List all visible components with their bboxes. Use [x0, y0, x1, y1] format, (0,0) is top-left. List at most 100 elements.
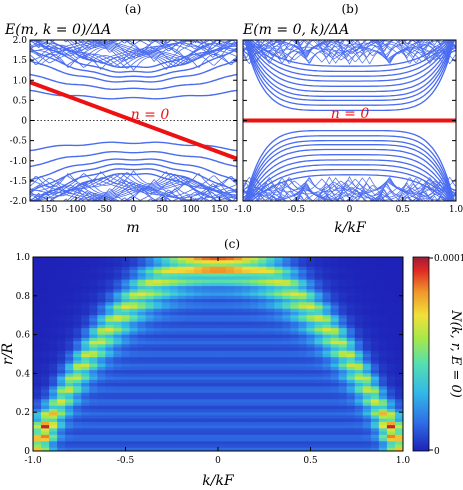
- heatmap-cell: [306, 405, 316, 410]
- heatmap-cell: [41, 402, 50, 407]
- heatmap-cell: [73, 269, 82, 274]
- heatmap-cell: [201, 444, 211, 449]
- heatmap-cell: [161, 269, 171, 274]
- heatmap-cell: [97, 263, 106, 268]
- heatmap-cell: [145, 354, 155, 358]
- heatmap-cell: [161, 347, 171, 352]
- panel-b-band-dense: [255, 40, 424, 44]
- heatmap-cell: [105, 276, 115, 281]
- heatmap-cell: [49, 415, 58, 420]
- heatmap-cell: [81, 428, 90, 433]
- heatmap-cell: [113, 269, 123, 274]
- heatmap-cell: [282, 415, 291, 420]
- heatmap-cell: [322, 289, 332, 294]
- heatmap-cell: [169, 354, 179, 358]
- heatmap-cell: [209, 389, 219, 394]
- heatmap-cell: [169, 421, 179, 426]
- heatmap-cell: [370, 302, 380, 307]
- heatmap-cell: [201, 266, 211, 271]
- heatmap-cell: [201, 405, 211, 410]
- heatmap-cell: [258, 344, 267, 349]
- heatmap-cell: [370, 373, 380, 378]
- heatmap-cell: [266, 308, 275, 313]
- heatmap-cell: [242, 370, 251, 374]
- heatmap-cell: [137, 383, 147, 387]
- heatmap-cell: [298, 260, 308, 265]
- heatmap-cell: [169, 344, 179, 349]
- heatmap-cell: [394, 269, 403, 274]
- heatmap-cell: [81, 392, 90, 397]
- heatmap-cell: [65, 425, 74, 429]
- heatmap-cell: [394, 386, 403, 391]
- heatmap-cell: [97, 292, 106, 297]
- heatmap-cell: [81, 402, 90, 407]
- heatmap-cell: [218, 279, 227, 284]
- panel-a-band-dense: [30, 177, 237, 196]
- heatmap-cell: [201, 379, 211, 384]
- panel-c-ytick-label: 0.6: [16, 331, 31, 341]
- heatmap-cell: [378, 438, 388, 442]
- heatmap-cell: [274, 370, 283, 374]
- heatmap-cell: [161, 399, 171, 404]
- heatmap-cell: [97, 425, 106, 429]
- heatmap-cell: [314, 425, 324, 429]
- heatmap-cell: [394, 357, 403, 362]
- heatmap-cell: [113, 321, 123, 326]
- heatmap-cell: [161, 431, 171, 436]
- heatmap-cell: [370, 331, 380, 336]
- heatmap-cell: [394, 370, 403, 374]
- heatmap-cell: [394, 428, 403, 433]
- heatmap-cell: [89, 447, 98, 451]
- heatmap-cell: [193, 379, 203, 384]
- heatmap-cell: [250, 415, 259, 420]
- heatmap-cell: [193, 428, 203, 433]
- heatmap-cell: [33, 379, 42, 384]
- heatmap-cell: [33, 302, 42, 307]
- heatmap-cell: [57, 347, 66, 352]
- heatmap-cell: [201, 341, 211, 345]
- heatmap-cell: [314, 363, 324, 368]
- heatmap-cell: [330, 311, 340, 316]
- heatmap-cell: [145, 363, 155, 368]
- heatmap-cell: [234, 366, 243, 371]
- heatmap-cell: [258, 299, 267, 303]
- heatmap-cell: [306, 286, 316, 290]
- heatmap-cell: [282, 350, 291, 355]
- heatmap-cell: [137, 334, 147, 339]
- heatmap-cell: [121, 308, 131, 313]
- heatmap-cell: [338, 421, 348, 426]
- heatmap-cell: [322, 370, 332, 374]
- heatmap-cell: [306, 273, 316, 277]
- heatmap-cell: [394, 373, 403, 378]
- heatmap-cell: [354, 405, 364, 410]
- heatmap-cell: [161, 263, 171, 268]
- heatmap-cell: [242, 428, 251, 433]
- heatmap-cell: [185, 399, 195, 404]
- heatmap-cell: [394, 305, 403, 310]
- heatmap-cell: [65, 434, 74, 439]
- heatmap-cell: [161, 295, 171, 300]
- heatmap-cell: [314, 434, 324, 439]
- heatmap-cell: [370, 260, 380, 265]
- heatmap-cell: [330, 389, 340, 394]
- heatmap-cell: [282, 363, 291, 368]
- heatmap-cell: [185, 311, 195, 316]
- heatmap-cell: [314, 392, 324, 397]
- heatmap-cell: [177, 266, 187, 271]
- heatmap-cell: [89, 408, 98, 413]
- heatmap-cell: [250, 438, 259, 442]
- heatmap-cell: [394, 360, 403, 365]
- heatmap-cell: [81, 334, 90, 339]
- heatmap-cell: [314, 373, 324, 378]
- heatmap-cell: [113, 421, 123, 426]
- heatmap-cell: [274, 431, 283, 436]
- heatmap-cell: [81, 363, 90, 368]
- heatmap-cell: [226, 273, 235, 277]
- heatmap-cell: [314, 337, 324, 342]
- heatmap-cell: [258, 428, 267, 433]
- heatmap-cell: [290, 363, 300, 368]
- heatmap-cell: [57, 392, 66, 397]
- panel-a-xtick-label: 150: [211, 205, 228, 215]
- heatmap-cell: [105, 428, 115, 433]
- heatmap-cell: [322, 269, 332, 274]
